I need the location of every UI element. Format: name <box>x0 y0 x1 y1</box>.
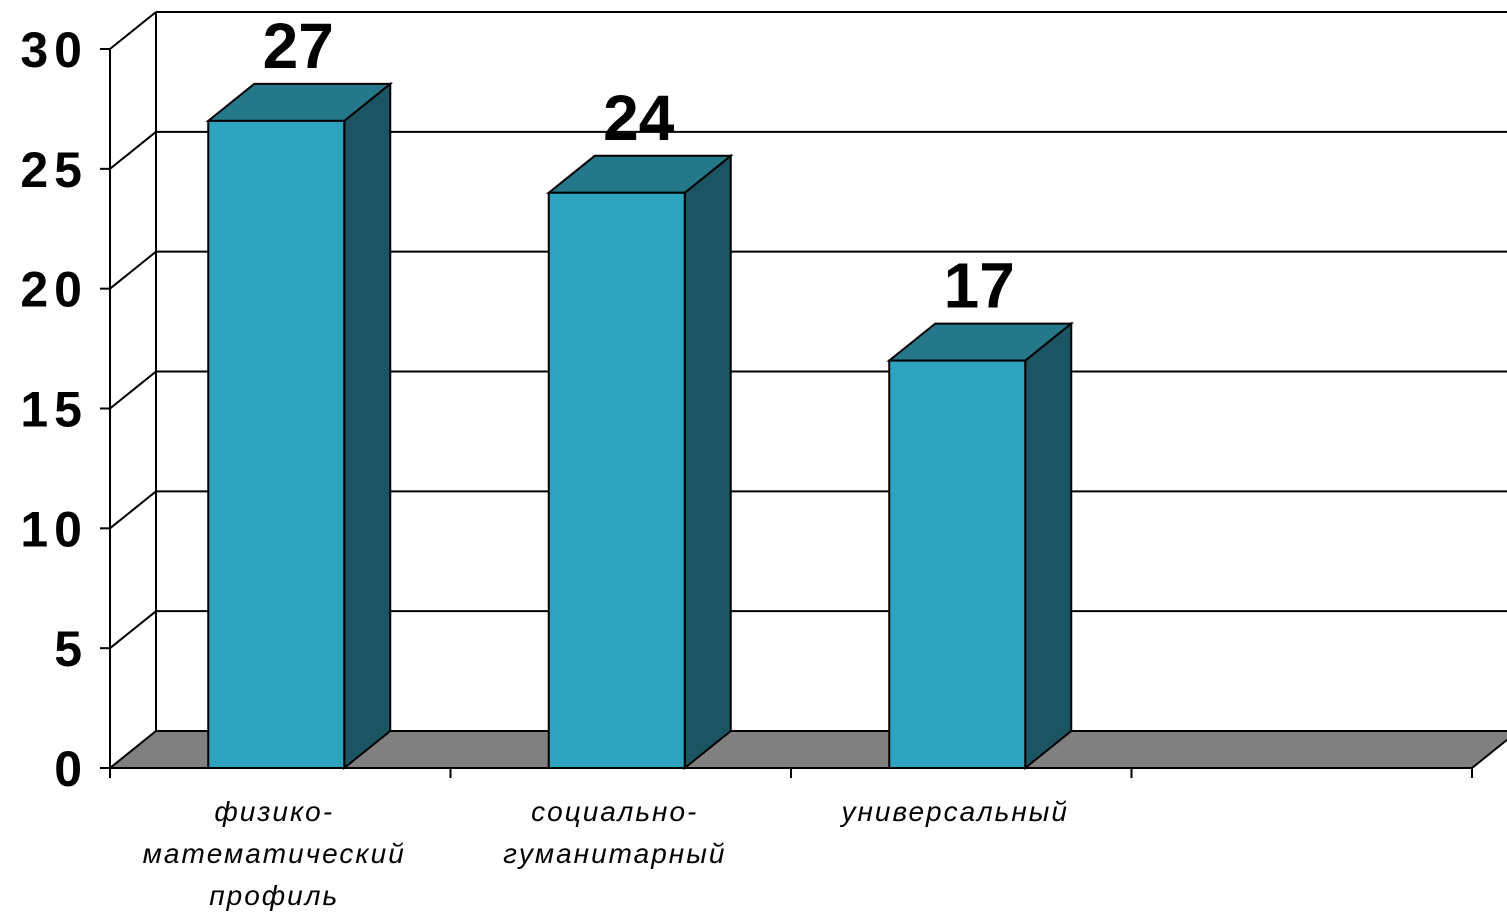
y-tick-label: 30 <box>20 22 88 78</box>
bar <box>547 191 686 770</box>
x-category-label: физико-математический профиль <box>143 796 406 911</box>
gridline-diagonal <box>109 490 157 530</box>
y-tick-label: 0 <box>54 741 88 797</box>
gridline-diagonal <box>109 131 157 170</box>
bar-side <box>683 153 732 771</box>
x-category-label: универсальный <box>840 796 1069 827</box>
axes: 0 5 10 15 20 25 30 <box>20 22 1473 797</box>
gridline-diagonal <box>109 11 157 50</box>
y-tick-label: 25 <box>20 142 88 198</box>
gridline-diagonal <box>109 610 157 649</box>
y-tick-label: 10 <box>20 501 88 557</box>
data-label: 27 <box>263 10 334 82</box>
y-tick-label: 15 <box>20 382 88 438</box>
data-label: 17 <box>944 250 1015 322</box>
bar-side <box>343 81 392 771</box>
y-tick-label: 20 <box>20 262 88 318</box>
gridline-diagonal <box>109 250 157 290</box>
bar-side <box>1024 321 1073 771</box>
bars <box>205 81 1075 771</box>
labels: 27 физико-математический профиль 24 социальн… <box>143 10 1069 911</box>
bar <box>207 119 346 769</box>
data-label: 24 <box>603 82 675 154</box>
gridline-diagonal <box>109 370 157 410</box>
bar <box>888 359 1027 769</box>
x-category-label: социально-гуманитарный <box>503 796 726 869</box>
y-tick-label: 5 <box>54 621 88 677</box>
